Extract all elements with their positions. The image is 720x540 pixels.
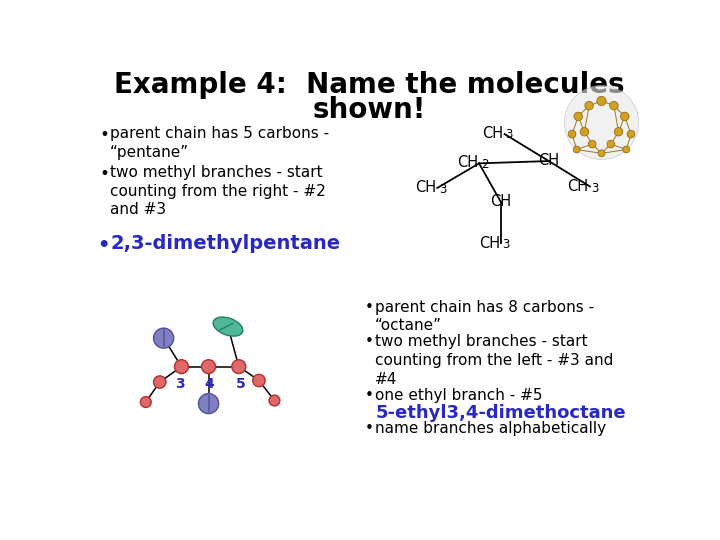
Circle shape: [623, 146, 630, 153]
Circle shape: [199, 394, 219, 414]
Circle shape: [564, 85, 639, 159]
Text: •: •: [365, 334, 374, 349]
Circle shape: [621, 112, 629, 120]
Text: 4: 4: [204, 377, 215, 392]
Circle shape: [573, 146, 580, 153]
Text: CH: CH: [479, 236, 500, 251]
Ellipse shape: [213, 317, 243, 336]
Circle shape: [598, 150, 605, 157]
Text: •: •: [365, 388, 374, 403]
Text: •: •: [365, 421, 374, 436]
Circle shape: [607, 140, 615, 148]
Circle shape: [232, 360, 246, 374]
Text: two methyl branches - start
counting from the right - #2
and #3: two methyl branches - start counting fro…: [110, 165, 326, 217]
Circle shape: [588, 140, 596, 148]
Text: 3: 3: [505, 129, 513, 141]
Text: 3: 3: [591, 181, 598, 194]
Circle shape: [610, 102, 618, 110]
Circle shape: [140, 397, 151, 408]
Text: name branches alphabetically: name branches alphabetically: [375, 421, 606, 436]
Circle shape: [614, 127, 623, 136]
Circle shape: [153, 376, 166, 388]
Text: one ethyl branch - #5: one ethyl branch - #5: [375, 388, 543, 403]
Circle shape: [585, 102, 593, 110]
Circle shape: [597, 96, 606, 106]
Circle shape: [174, 360, 189, 374]
Text: 3: 3: [175, 377, 185, 392]
Text: shown!: shown!: [312, 96, 426, 124]
Circle shape: [153, 328, 174, 348]
Text: 2: 2: [481, 158, 488, 171]
Text: CH: CH: [490, 194, 511, 210]
Text: 5-ethyl3,4-dimethoctane: 5-ethyl3,4-dimethoctane: [375, 403, 626, 422]
Text: 2,3-dimethylpentane: 2,3-dimethylpentane: [110, 234, 341, 253]
Text: 3: 3: [439, 183, 446, 196]
Circle shape: [627, 130, 635, 138]
Text: 3: 3: [503, 239, 510, 252]
Text: CH: CH: [567, 179, 588, 194]
Circle shape: [202, 360, 215, 374]
Text: two methyl branches - start
counting from the left - #3 and
#4: two methyl branches - start counting fro…: [375, 334, 613, 387]
Text: •: •: [99, 165, 109, 183]
Circle shape: [269, 395, 280, 406]
Text: CH: CH: [415, 180, 436, 195]
Text: parent chain has 8 carbons -
“octane”: parent chain has 8 carbons - “octane”: [375, 300, 594, 333]
Text: parent chain has 5 carbons -
“pentane”: parent chain has 5 carbons - “pentane”: [110, 126, 329, 160]
Text: CH: CH: [482, 126, 503, 141]
Circle shape: [580, 127, 589, 136]
Text: CH: CH: [457, 155, 478, 170]
Circle shape: [574, 112, 582, 120]
Text: •: •: [365, 300, 374, 315]
Text: CH: CH: [539, 153, 559, 168]
Text: Example 4:  Name the molecules: Example 4: Name the molecules: [114, 71, 624, 99]
Text: •: •: [99, 126, 109, 144]
Text: •: •: [98, 236, 110, 255]
Circle shape: [568, 130, 576, 138]
Text: 5: 5: [235, 377, 246, 392]
Circle shape: [253, 374, 265, 387]
